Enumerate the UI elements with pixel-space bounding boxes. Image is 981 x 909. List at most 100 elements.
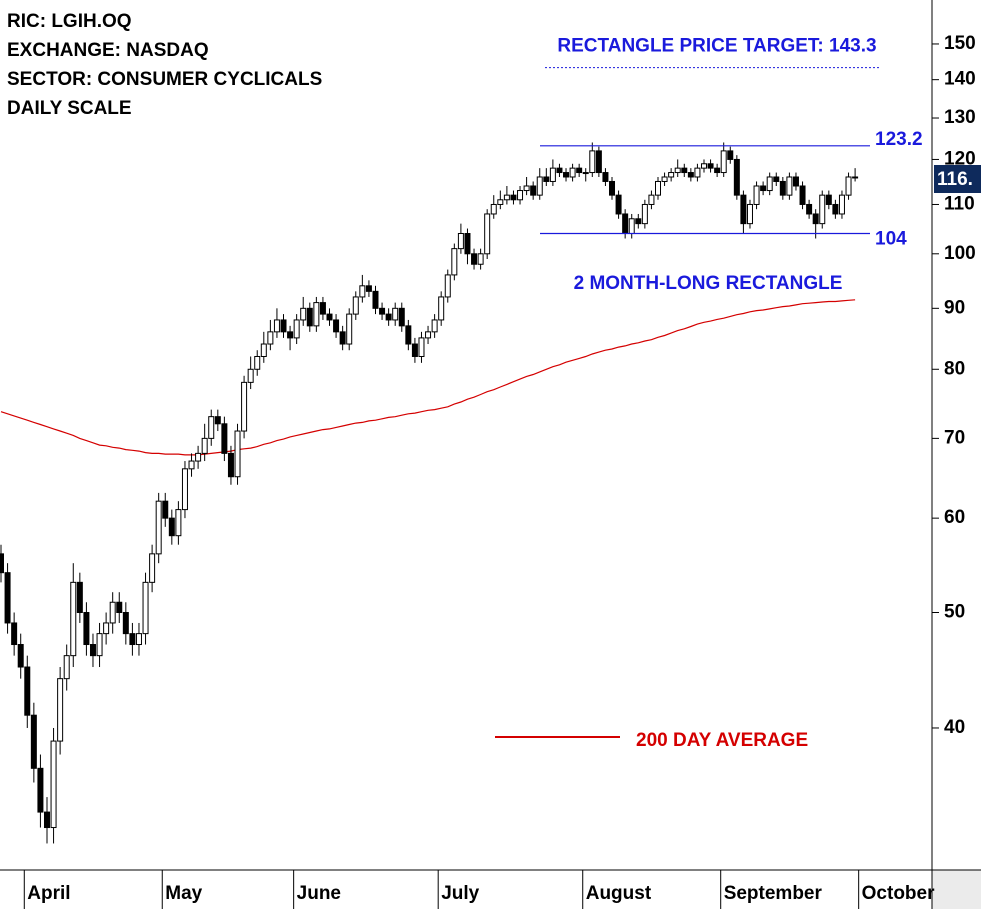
candle-body bbox=[852, 176, 859, 179]
candle-body bbox=[326, 313, 333, 321]
candle-body bbox=[779, 180, 786, 196]
candle-body bbox=[602, 172, 609, 182]
candle-body bbox=[254, 355, 261, 370]
x-tick-label: October bbox=[862, 883, 935, 904]
candle-body bbox=[405, 325, 412, 345]
candle-body bbox=[635, 218, 642, 225]
x-tick-label: September bbox=[724, 883, 823, 904]
candle-body bbox=[372, 290, 379, 309]
candle-body bbox=[444, 274, 451, 298]
candle-body bbox=[497, 199, 504, 205]
candle-body bbox=[319, 302, 326, 315]
candle-body bbox=[24, 666, 31, 716]
candle-body bbox=[392, 307, 399, 321]
last-price-label: 116. bbox=[937, 169, 973, 190]
candle-body bbox=[661, 176, 668, 182]
candle-body bbox=[260, 343, 267, 357]
y-tick-label: 100 bbox=[944, 243, 976, 264]
level-label: 104 bbox=[875, 229, 907, 250]
candle-body bbox=[700, 163, 707, 169]
candle-body bbox=[142, 581, 149, 635]
candle-body bbox=[838, 194, 845, 215]
y-tick-label: 150 bbox=[944, 33, 976, 54]
candle-body bbox=[806, 203, 813, 215]
candle-body bbox=[687, 172, 694, 178]
candle-body bbox=[37, 767, 44, 813]
candle-body bbox=[825, 194, 832, 205]
moving-average-line bbox=[0, 299, 856, 456]
candle-body bbox=[832, 203, 839, 215]
candle-body bbox=[83, 612, 90, 646]
candle-body bbox=[155, 500, 162, 555]
candle-body bbox=[267, 331, 274, 345]
candle-body bbox=[464, 232, 471, 255]
candle-body bbox=[425, 331, 432, 339]
candle-body bbox=[0, 553, 4, 574]
candle-body bbox=[681, 167, 688, 174]
candle-body bbox=[674, 167, 681, 174]
candle-body bbox=[63, 655, 70, 680]
candle-body bbox=[582, 172, 589, 175]
candle-body bbox=[819, 194, 826, 225]
candle-body bbox=[181, 468, 188, 511]
candle-body bbox=[17, 644, 24, 668]
candle-body bbox=[234, 430, 241, 478]
candle-body bbox=[845, 176, 852, 196]
y-tick-label: 130 bbox=[944, 107, 976, 128]
candle-body bbox=[339, 331, 346, 345]
candle-body bbox=[773, 176, 780, 182]
candle-body bbox=[122, 612, 129, 635]
x-tick-label: April bbox=[27, 883, 70, 904]
candle-body bbox=[175, 509, 182, 537]
candle-body bbox=[536, 176, 543, 196]
candle-body bbox=[503, 194, 510, 201]
legend-label: 200 DAY AVERAGE bbox=[636, 730, 808, 751]
y-tick-label: 90 bbox=[944, 297, 965, 318]
y-tick-label: 50 bbox=[944, 602, 965, 623]
candle-body bbox=[96, 633, 103, 657]
candle-body bbox=[418, 337, 425, 357]
candle-body bbox=[4, 572, 11, 624]
candle-body bbox=[694, 167, 701, 178]
candle-body bbox=[208, 416, 215, 439]
candle-body bbox=[714, 167, 721, 174]
candle-body bbox=[786, 176, 793, 196]
candle-body bbox=[287, 331, 294, 339]
y-tick-label: 70 bbox=[944, 427, 965, 448]
candle-body bbox=[214, 416, 221, 425]
candle-body bbox=[30, 714, 37, 769]
candle-body bbox=[431, 319, 438, 333]
candle-body bbox=[201, 437, 208, 454]
candle-body bbox=[615, 194, 622, 215]
y-tick-label: 110 bbox=[944, 193, 975, 214]
candle-body bbox=[76, 581, 83, 614]
candle-body bbox=[365, 285, 372, 292]
candle-body bbox=[589, 150, 596, 174]
info-line: EXCHANGE: NASDAQ bbox=[7, 40, 209, 61]
candle-body bbox=[129, 633, 136, 646]
candle-body bbox=[333, 319, 340, 333]
candle-body bbox=[57, 678, 64, 742]
x-tick-label: June bbox=[297, 883, 341, 904]
candle-body bbox=[746, 203, 753, 225]
candle-body bbox=[543, 176, 550, 182]
y-tick-label: 40 bbox=[944, 717, 965, 738]
candle-body bbox=[379, 307, 386, 315]
candle-body bbox=[510, 194, 517, 201]
candle-body bbox=[451, 248, 458, 276]
candle-body bbox=[471, 253, 478, 265]
candle-body bbox=[70, 581, 77, 657]
last-price-box bbox=[934, 165, 981, 193]
candle-body bbox=[727, 150, 734, 160]
candle-body bbox=[648, 194, 655, 205]
candle-body bbox=[135, 633, 142, 646]
candle-body bbox=[352, 296, 359, 315]
candle-body bbox=[11, 622, 18, 646]
candle-body bbox=[655, 180, 661, 196]
candle-body bbox=[241, 381, 248, 432]
candle-body bbox=[109, 601, 116, 624]
candle-body bbox=[490, 203, 497, 215]
candle-body bbox=[116, 601, 123, 614]
candle-body bbox=[641, 203, 648, 225]
